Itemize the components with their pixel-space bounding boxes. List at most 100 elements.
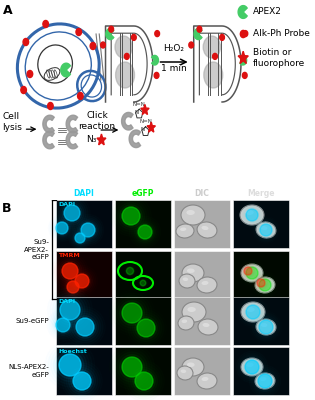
Circle shape [122, 303, 142, 323]
Ellipse shape [115, 36, 132, 58]
Circle shape [258, 374, 272, 388]
Ellipse shape [197, 222, 217, 238]
Ellipse shape [182, 302, 206, 322]
Circle shape [60, 300, 80, 320]
Circle shape [60, 261, 80, 281]
Ellipse shape [246, 307, 255, 312]
Circle shape [21, 86, 26, 94]
Text: Hoechst: Hoechst [58, 349, 87, 354]
Ellipse shape [203, 323, 209, 327]
Text: H₂O₂: H₂O₂ [163, 44, 184, 53]
Circle shape [245, 360, 259, 374]
Text: Biotin or
fluorophore: Biotin or fluorophore [253, 48, 305, 68]
Circle shape [126, 267, 134, 274]
Text: DIC: DIC [195, 189, 209, 198]
Ellipse shape [241, 264, 263, 282]
Circle shape [74, 232, 86, 244]
Text: N: N [141, 127, 145, 132]
Bar [56, 200, 112, 248]
Bar [233, 200, 289, 248]
Circle shape [59, 354, 81, 376]
Circle shape [27, 70, 33, 78]
Ellipse shape [202, 281, 209, 285]
Ellipse shape [241, 358, 263, 376]
Polygon shape [147, 122, 155, 132]
Circle shape [246, 209, 258, 221]
Ellipse shape [187, 307, 196, 312]
Circle shape [246, 305, 260, 319]
Circle shape [133, 370, 155, 392]
Text: N=N: N=N [133, 102, 146, 107]
Circle shape [66, 280, 81, 294]
Ellipse shape [197, 373, 217, 389]
Circle shape [74, 316, 96, 338]
Ellipse shape [203, 36, 220, 58]
Circle shape [135, 372, 153, 390]
Polygon shape [97, 134, 106, 145]
Text: 1 min: 1 min [161, 64, 187, 73]
Polygon shape [238, 6, 247, 18]
Circle shape [73, 372, 91, 390]
Ellipse shape [241, 302, 265, 322]
Polygon shape [129, 130, 140, 148]
Bar [56, 251, 112, 299]
Ellipse shape [204, 62, 223, 88]
Bar [233, 297, 289, 345]
Polygon shape [61, 63, 70, 77]
Circle shape [90, 42, 96, 50]
Text: A: A [3, 4, 12, 17]
Ellipse shape [180, 228, 186, 231]
Circle shape [243, 72, 247, 78]
Circle shape [243, 358, 261, 376]
Text: DAPI: DAPI [74, 189, 94, 198]
Ellipse shape [181, 205, 205, 225]
Text: Su9-eGFP: Su9-eGFP [15, 318, 49, 324]
Polygon shape [66, 131, 77, 149]
Polygon shape [194, 26, 241, 102]
Circle shape [136, 223, 154, 241]
Circle shape [244, 267, 252, 275]
Bar [56, 347, 112, 395]
Circle shape [43, 20, 49, 28]
Ellipse shape [178, 316, 194, 330]
Ellipse shape [183, 278, 188, 281]
Text: B: B [2, 202, 12, 215]
Circle shape [122, 207, 140, 225]
Ellipse shape [202, 226, 209, 230]
Circle shape [122, 357, 142, 377]
Circle shape [260, 224, 272, 236]
Text: N₃: N₃ [86, 135, 96, 144]
Text: Alk-Ph Probe: Alk-Ph Probe [253, 30, 310, 38]
Circle shape [155, 30, 159, 36]
Circle shape [240, 30, 246, 38]
Polygon shape [106, 26, 153, 102]
Circle shape [259, 279, 271, 291]
Circle shape [48, 102, 53, 110]
Text: DAPI: DAPI [58, 299, 75, 304]
Text: eGFP: eGFP [132, 189, 154, 198]
Ellipse shape [197, 277, 217, 293]
Bar [174, 297, 230, 345]
Circle shape [197, 26, 202, 32]
Circle shape [124, 53, 129, 59]
Bar [115, 297, 171, 345]
Text: Click
reaction: Click reaction [78, 112, 116, 131]
Polygon shape [122, 112, 133, 130]
Circle shape [56, 222, 68, 234]
Ellipse shape [256, 222, 276, 238]
Text: Su9-
APEX2-
eGFP: Su9- APEX2- eGFP [24, 239, 49, 260]
Circle shape [259, 320, 273, 334]
Ellipse shape [245, 210, 254, 215]
Circle shape [256, 372, 274, 390]
Circle shape [62, 263, 78, 279]
Ellipse shape [182, 320, 187, 323]
Ellipse shape [179, 274, 195, 288]
Ellipse shape [255, 277, 275, 293]
Text: Cell
lysis: Cell lysis [3, 112, 22, 132]
Circle shape [140, 280, 146, 286]
Polygon shape [66, 115, 77, 133]
Bar [174, 200, 230, 248]
Bar [233, 251, 289, 299]
Ellipse shape [246, 268, 254, 273]
Polygon shape [141, 104, 149, 114]
